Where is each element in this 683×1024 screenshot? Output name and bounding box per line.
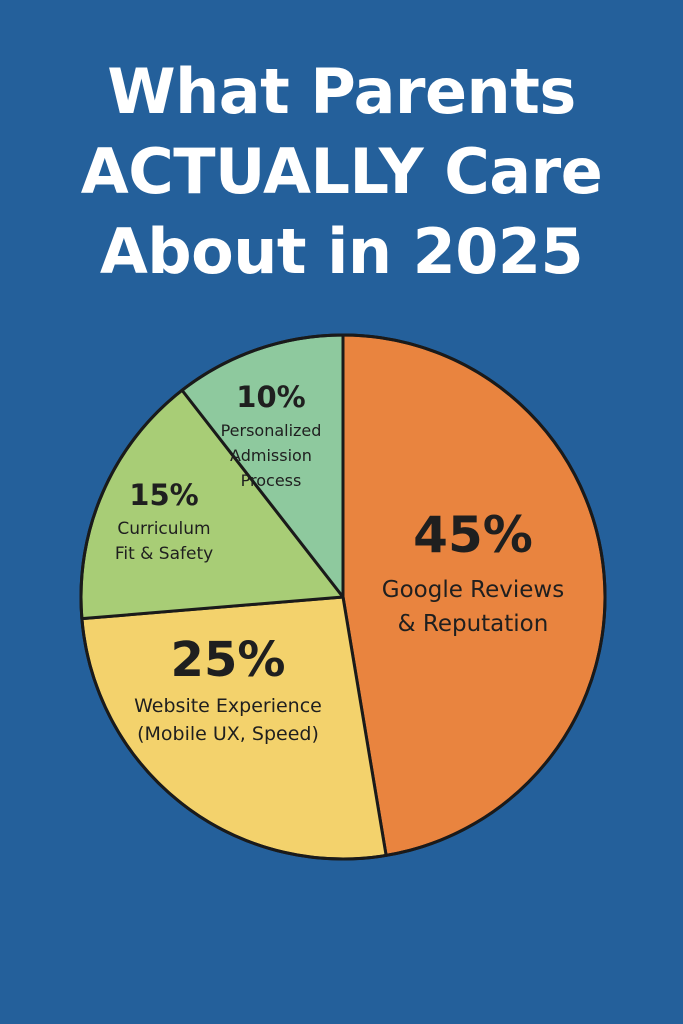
pie-outline <box>79 333 607 861</box>
slice-percent-label: 10% <box>236 380 305 414</box>
slice-percent-label: 45% <box>413 506 533 564</box>
slice-category-label: Website Experience <box>134 695 322 717</box>
slice-category-label: & Reputation <box>398 611 549 637</box>
slice-category-label: (Mobile UX, Speed) <box>137 723 319 745</box>
slice-category-label: Personalized <box>221 421 322 440</box>
slice-category-label: Curriculum <box>117 519 210 539</box>
pie-labels: 45% Google Reviews & Reputation 25% Website … <box>115 380 564 745</box>
title-line-3: About in 2025 <box>99 215 584 288</box>
slice-category-label: Google Reviews <box>382 577 564 603</box>
slice-category-label: Fit & Safety <box>115 544 213 564</box>
chart-title: What Parents ACTUALLY Care About in 2025 <box>0 52 683 292</box>
slice-percent-label: 25% <box>171 632 286 688</box>
title-line-2: ACTUALLY Care <box>80 135 603 208</box>
pie-slices <box>79 333 607 861</box>
title-line-1: What Parents <box>107 55 576 128</box>
slice-category-label: Process <box>241 471 302 490</box>
slice-category-label: Admission <box>230 446 312 465</box>
slice-percent-label: 15% <box>129 478 198 512</box>
